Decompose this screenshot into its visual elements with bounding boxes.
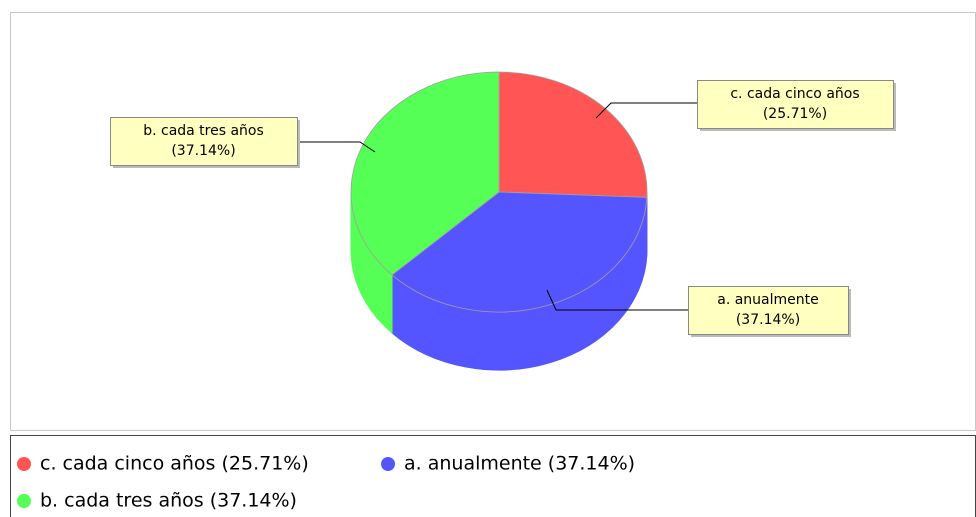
slice bbox=[350, 71, 500, 276]
leader-line bbox=[297, 141, 376, 153]
legend-box bbox=[10, 435, 976, 517]
legend-swatch bbox=[17, 494, 31, 508]
leader-line bbox=[546, 289, 688, 311]
legend-label: c. cada cinco años (25.71%) bbox=[40, 453, 309, 475]
legend-swatch bbox=[381, 457, 395, 471]
slice bbox=[498, 71, 648, 198]
legend-label: b. cada tres años (37.14%) bbox=[40, 490, 297, 512]
label-value: (25.71%) bbox=[763, 106, 827, 122]
label-box bbox=[110, 117, 298, 166]
label-value: (37.14%) bbox=[171, 143, 235, 159]
label-name: b. cada tres años bbox=[143, 123, 264, 139]
legend-label: a. anualmente (37.14%) bbox=[404, 453, 635, 475]
label-name: a. anualmente bbox=[717, 292, 819, 308]
label-name: c. cada cinco años bbox=[730, 86, 859, 102]
legend-swatch bbox=[17, 457, 31, 471]
label-box bbox=[697, 80, 894, 129]
label-box bbox=[688, 286, 849, 335]
leader-line bbox=[595, 102, 697, 119]
label-value: (37.14%) bbox=[736, 312, 800, 328]
slice bbox=[391, 191, 648, 313]
